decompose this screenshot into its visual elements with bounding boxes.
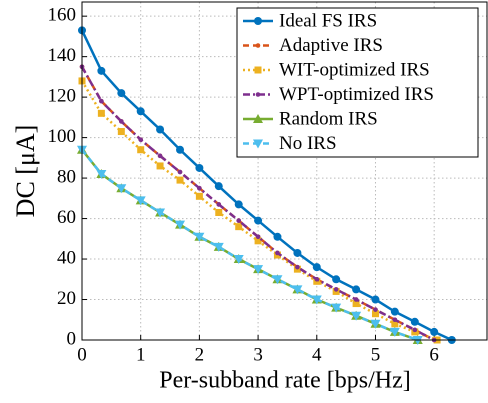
marker: [157, 153, 163, 159]
marker: [119, 119, 124, 124]
marker: [273, 232, 282, 241]
marker: [99, 98, 104, 104]
marker: [236, 218, 242, 223]
marker: [272, 275, 283, 285]
marker: [430, 327, 439, 336]
y-tick-label: 60: [57, 207, 76, 228]
marker: [410, 317, 419, 326]
marker: [214, 182, 223, 191]
marker: [412, 327, 418, 333]
x-tick-label: 3: [253, 344, 263, 365]
marker: [332, 275, 341, 284]
marker: [311, 295, 322, 305]
marker: [255, 234, 261, 240]
marker: [97, 66, 106, 75]
y-tick-label: 40: [57, 247, 76, 268]
x-tick-label: 2: [195, 344, 205, 365]
marker: [117, 128, 125, 136]
y-axis-label: DC [μA]: [11, 125, 40, 218]
marker: [331, 303, 342, 313]
marker: [253, 114, 263, 123]
marker: [135, 196, 146, 206]
legend-box: [236, 7, 479, 158]
legend-label: Random IRS: [279, 108, 378, 129]
marker: [156, 162, 164, 170]
marker: [254, 66, 262, 74]
marker: [194, 232, 205, 242]
marker: [293, 248, 302, 257]
y-tick-label: 80: [57, 166, 76, 187]
x-tick-label: 4: [312, 344, 322, 365]
marker: [392, 317, 398, 323]
marker: [373, 307, 378, 312]
y-tick-label: 20: [57, 288, 76, 309]
marker: [117, 89, 126, 98]
marker: [215, 208, 223, 216]
y-tick-label: 160: [48, 5, 77, 26]
y-tick-label: 140: [48, 45, 77, 66]
marker: [253, 265, 264, 275]
legend-label: WIT-optimized IRS: [279, 59, 430, 80]
marker: [155, 208, 166, 218]
marker: [254, 17, 262, 25]
marker: [136, 107, 145, 116]
marker: [175, 220, 186, 230]
marker: [254, 216, 263, 225]
marker: [216, 202, 222, 207]
marker: [97, 109, 105, 117]
marker: [352, 285, 361, 294]
marker: [314, 276, 320, 282]
marker: [275, 250, 280, 256]
plot-frame: [81, 1, 488, 341]
marker: [116, 184, 127, 194]
legend-label: Ideal FS IRS: [279, 10, 377, 31]
marker: [197, 185, 202, 191]
marker: [295, 264, 300, 270]
marker: [213, 242, 224, 252]
marker: [138, 137, 143, 142]
x-axis-label: Per-subband rate [bps/Hz]: [159, 368, 410, 394]
y-tick-label: 0: [67, 328, 77, 349]
x-tick-label: 5: [371, 344, 381, 365]
marker: [96, 170, 107, 180]
marker: [391, 320, 399, 328]
marker: [235, 223, 243, 231]
marker: [195, 163, 204, 172]
marker: [156, 125, 165, 134]
marker: [254, 237, 262, 245]
marker: [137, 146, 145, 154]
marker: [292, 285, 303, 295]
marker: [371, 295, 380, 304]
marker: [352, 300, 360, 308]
marker: [333, 287, 339, 292]
x-tick-label: 6: [429, 344, 439, 365]
legend-label: No IRS: [279, 133, 337, 154]
marker: [234, 200, 243, 209]
marker: [390, 307, 399, 316]
marker: [177, 169, 183, 175]
marker: [370, 319, 381, 329]
marker: [176, 145, 185, 154]
legend-label: WPT-optimized IRS: [279, 84, 434, 105]
marker: [176, 176, 184, 184]
marker: [371, 310, 379, 318]
marker: [253, 139, 263, 149]
x-tick-label: 0: [77, 344, 87, 365]
y-tick-label: 120: [48, 85, 77, 106]
legend-label: Adaptive IRS: [279, 35, 383, 56]
marker: [195, 192, 203, 200]
marker: [389, 327, 400, 337]
marker: [312, 263, 321, 272]
marker: [255, 43, 261, 48]
marker: [255, 92, 261, 97]
marker: [233, 255, 244, 265]
marker: [353, 297, 359, 302]
marker: [351, 311, 362, 321]
y-tick-label: 100: [48, 126, 77, 147]
x-tick-label: 1: [136, 344, 146, 365]
